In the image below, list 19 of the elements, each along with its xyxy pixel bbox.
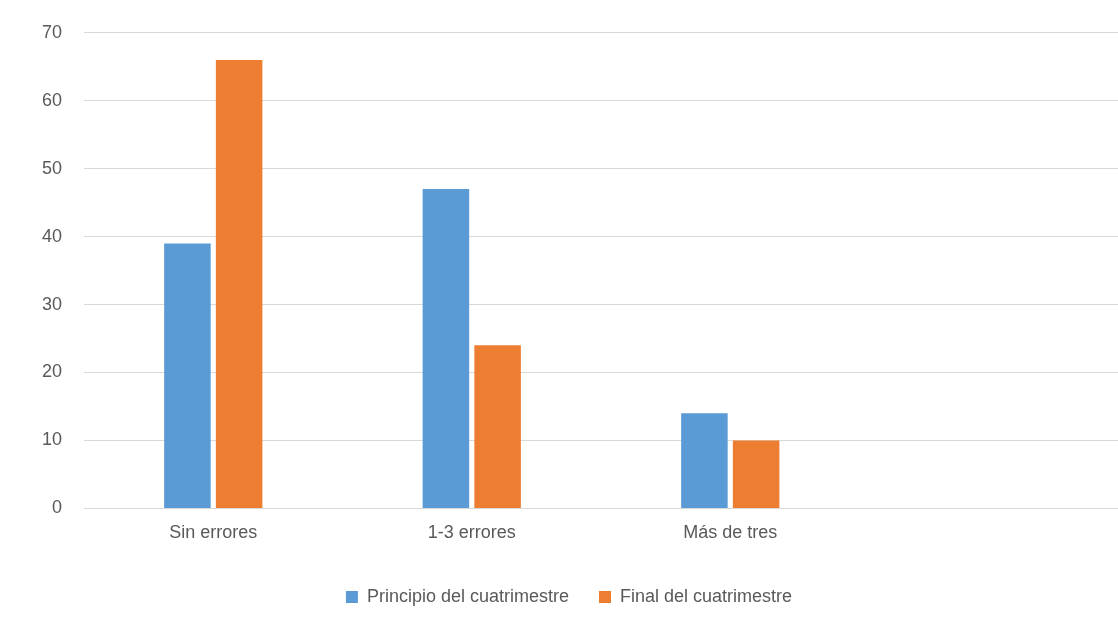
y-tick-label: 50 xyxy=(41,157,63,178)
bar xyxy=(474,345,521,508)
y-tick-label: 0 xyxy=(52,497,63,518)
x-tick-label: 1-3 errores xyxy=(427,522,516,543)
bar xyxy=(732,440,780,508)
y-tick-label: 70 xyxy=(41,21,63,42)
bar xyxy=(215,59,263,508)
bar xyxy=(422,189,470,508)
legend-label: Principio del cuatrimestre xyxy=(366,585,570,606)
y-tick-label: 20 xyxy=(41,361,63,382)
x-tick-label: Más de tres xyxy=(683,522,778,543)
y-tick-label: 60 xyxy=(41,89,63,110)
y-tick-label: 40 xyxy=(41,225,63,246)
y-tick-label: 30 xyxy=(41,293,63,314)
y-tick-label: 10 xyxy=(41,429,63,450)
legend-label: Final del cuatrimestre xyxy=(620,585,793,606)
bar xyxy=(681,413,728,508)
x-tick-label: Sin errores xyxy=(169,522,258,543)
bar xyxy=(164,243,211,508)
